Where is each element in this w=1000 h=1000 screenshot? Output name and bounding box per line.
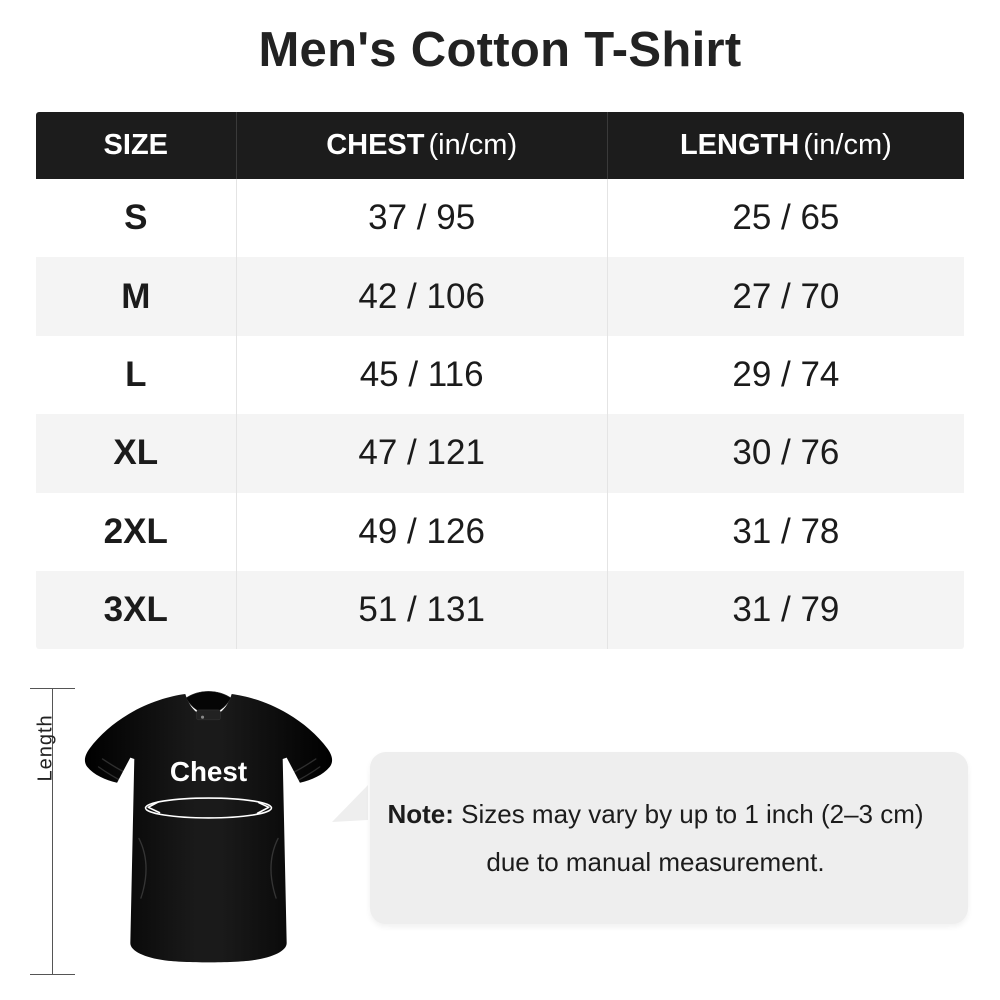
svg-text:Chest: Chest [170,756,247,787]
